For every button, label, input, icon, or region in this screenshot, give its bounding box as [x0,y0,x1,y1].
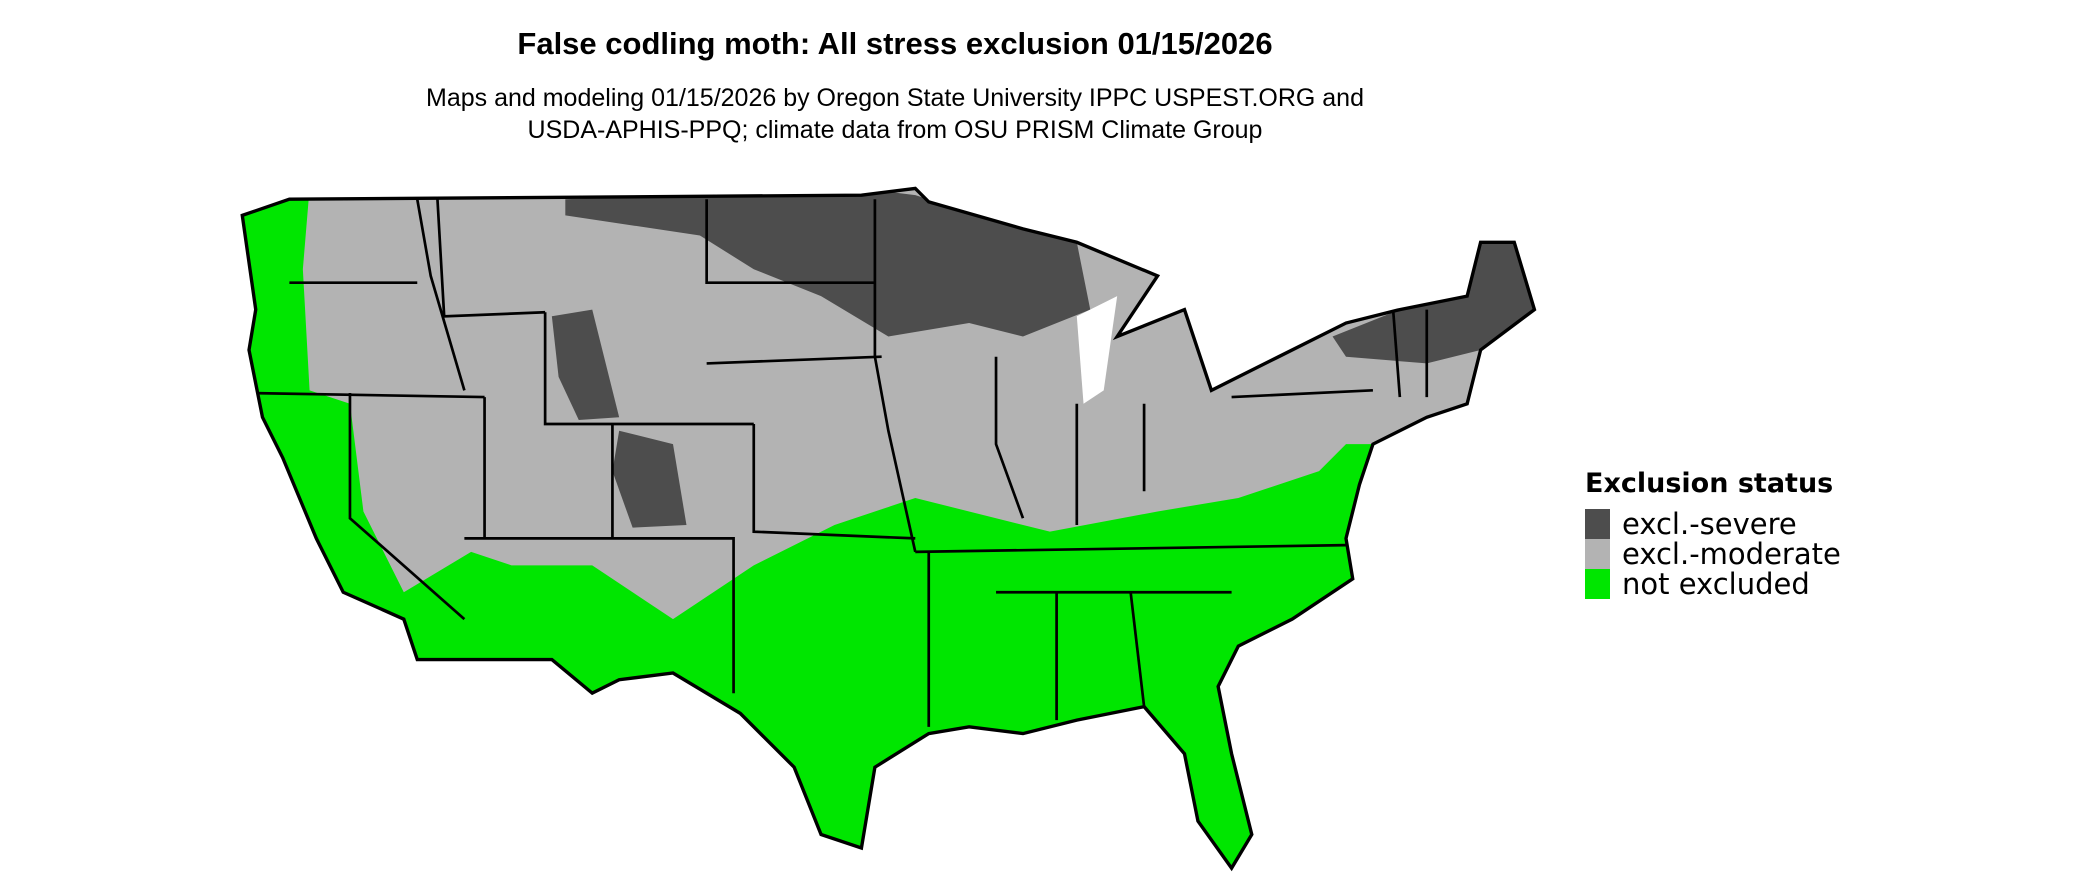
map-title: False codling moth: All stress exclusion… [517,26,1273,61]
legend-item-severe: excl.-severe [1585,507,1841,541]
legend-label: excl.-severe [1622,507,1797,541]
legend-swatch-severe [1585,509,1610,539]
legend-label: excl.-moderate [1622,537,1841,571]
severe-exclusion-colorado-mountains [612,430,687,528]
legend-swatch-moderate [1585,539,1610,569]
severe-exclusion-north-central [565,188,1091,337]
lake-michigan [1076,296,1118,404]
legend-item-moderate: excl.-moderate [1585,537,1841,571]
legend-label: not excluded [1622,567,1810,601]
legend-swatch-not-excluded [1585,569,1610,599]
severe-exclusion-wyoming-mountains [551,309,620,420]
legend-title: Exclusion status [1585,468,1834,499]
state-borders [248,198,1429,727]
map-subtitle: Maps and modeling 01/15/2026 by Oregon S… [0,82,1790,146]
legend: Exclusion status excl.-severe excl.-mode… [1585,468,1841,601]
subtitle-line-1: Maps and modeling 01/15/2026 by Oregon S… [426,84,1364,112]
subtitle-line-2: USDA-APHIS-PPQ; climate data from OSU PR… [527,116,1263,144]
legend-item-not-excluded: not excluded [1585,567,1841,601]
